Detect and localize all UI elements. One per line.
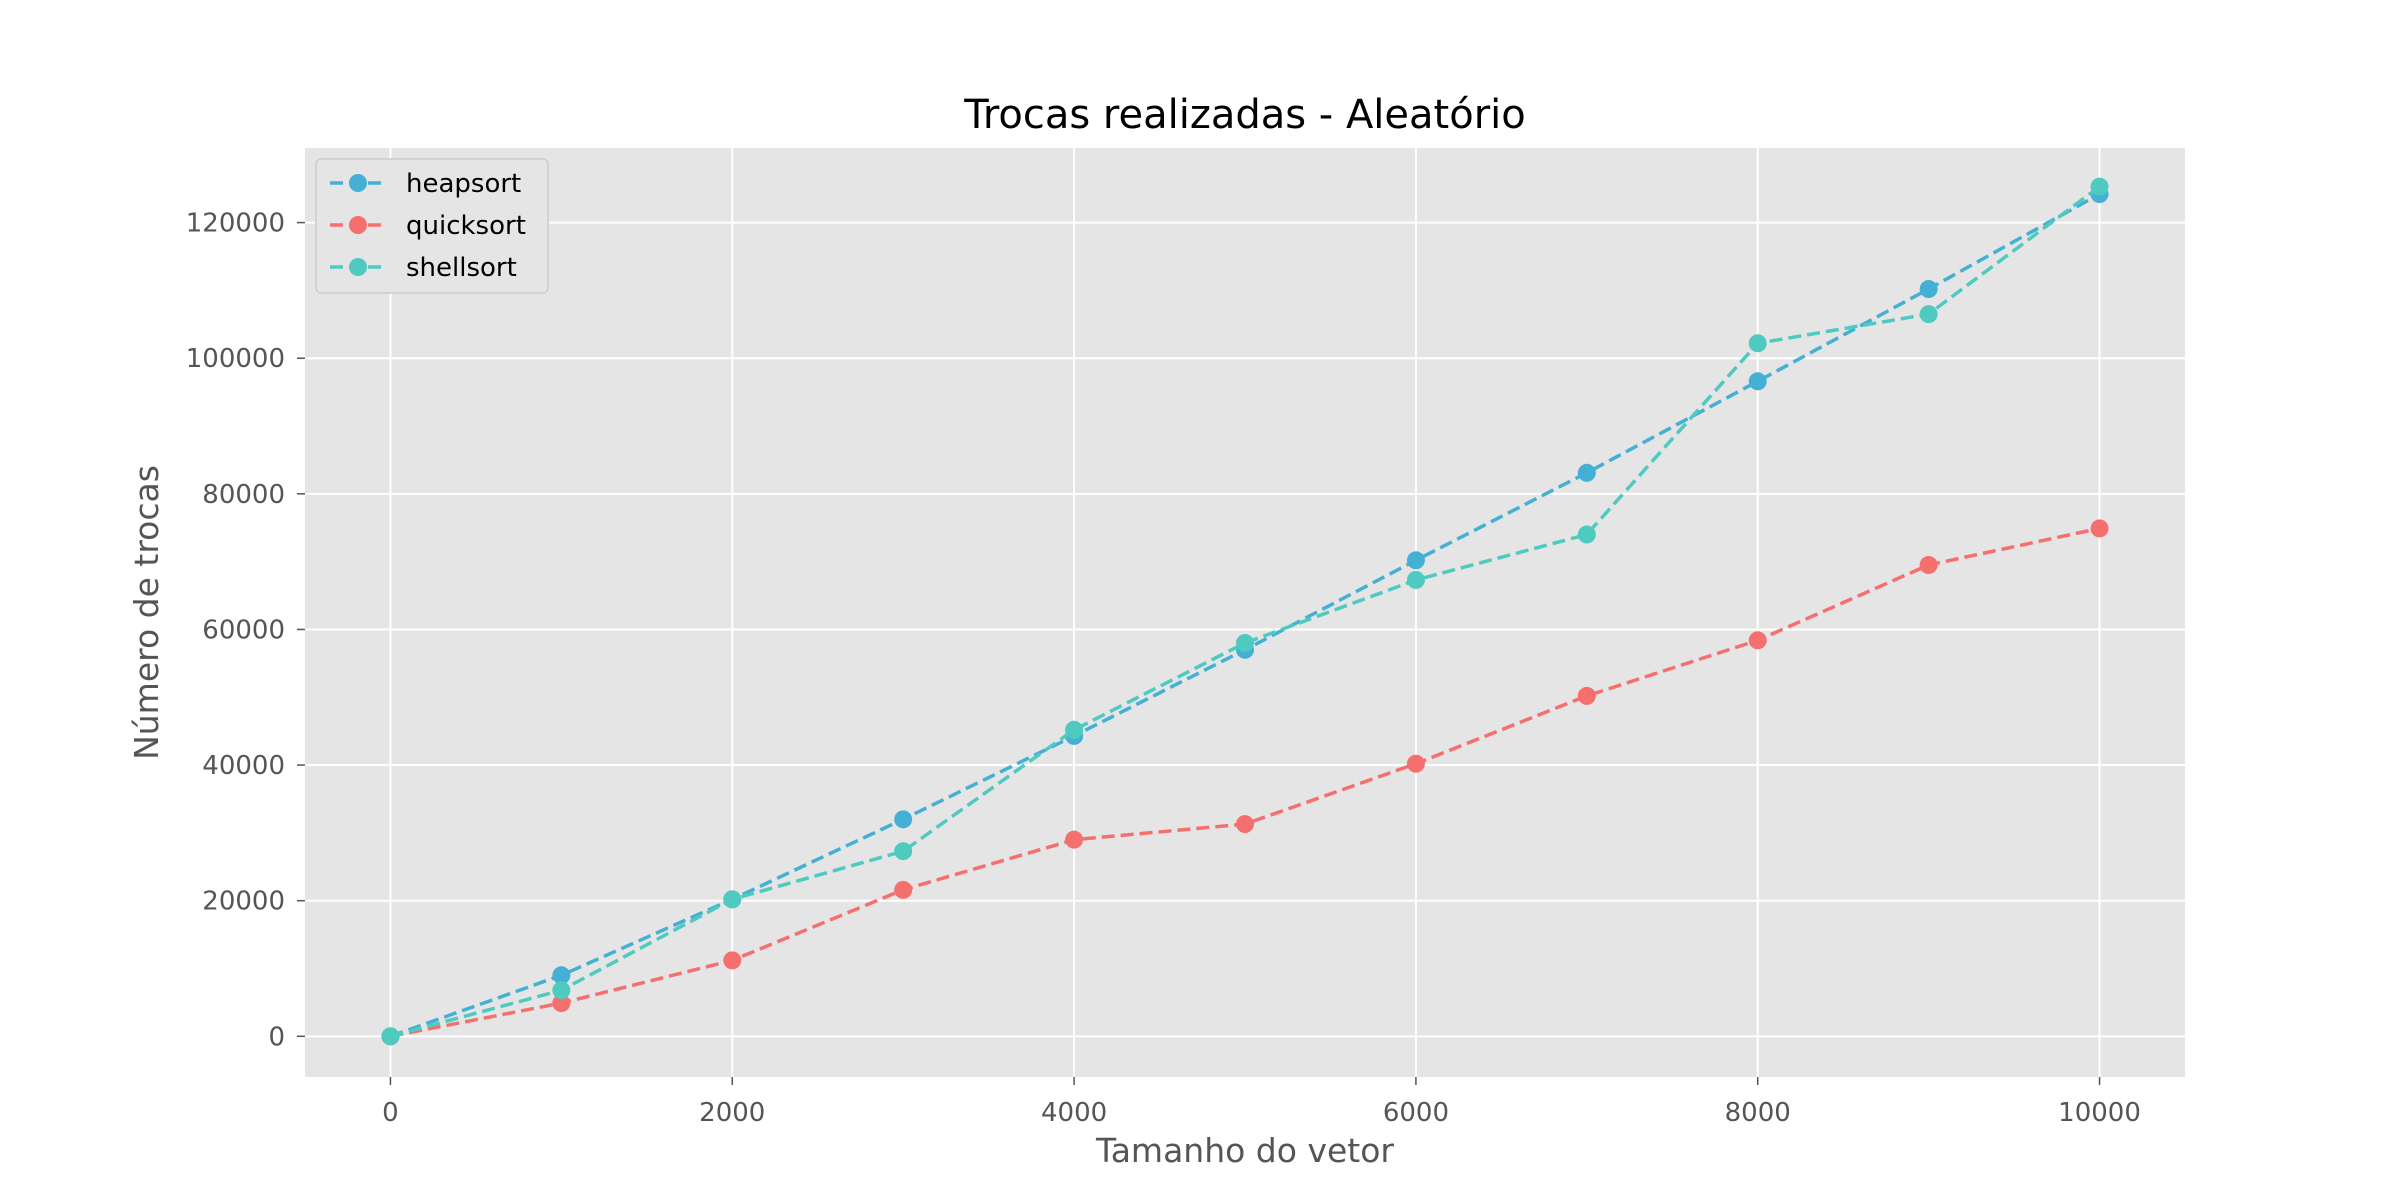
x-axis-label: Tamanho do vetor [1095,1131,1394,1170]
data-point-quicksort [552,994,571,1013]
y-tick-label: 120000 [186,209,285,239]
y-tick-label: 40000 [202,751,285,781]
data-point-shellsort [381,1027,400,1046]
series-line-shellsort [390,185,2101,1038]
data-point-shellsort [1065,720,1084,739]
data-point-shellsort [723,890,742,909]
legend: heapsort quicksort shellsort [315,158,549,294]
data-point-shellsort [1919,305,1938,324]
y-tick-label: 20000 [202,887,285,917]
y-axis-label: Número de trocas [127,465,166,760]
x-tick-label: 2000 [699,1098,765,1128]
y-tick-label: 100000 [186,344,285,374]
legend-label-shellsort: shellsort [406,253,517,283]
data-point-heapsort [552,966,571,985]
data-point-quicksort [1065,830,1084,849]
data-point-heapsort [1406,551,1425,570]
grid [305,148,2185,1077]
data-point-quicksort [894,880,913,899]
data-point-shellsort [2090,177,2109,196]
data-point-heapsort [1748,372,1767,391]
x-tick-label: 8000 [1725,1098,1791,1128]
legend-label-quicksort: quicksort [406,211,526,241]
data-point-heapsort [1919,280,1938,299]
series-quicksort [381,519,2109,1046]
legend-frame [315,158,549,294]
series-shellsort [381,177,2109,1046]
data-point-quicksort [1236,815,1254,834]
data-point-heapsort [894,810,913,829]
chart-title: Trocas realizadas - Aleatório [963,92,1525,138]
x-tick-label: 0 [382,1098,399,1128]
data-point-quicksort [1577,686,1596,705]
y-tick-label: 80000 [202,480,285,510]
data-point-heapsort [1577,463,1596,482]
data-point-quicksort [723,951,742,970]
series-group [381,177,2109,1046]
data-point-shellsort [1406,570,1425,589]
x-tick-label: 10000 [2058,1098,2141,1128]
legend-marker-heapsort [349,174,367,192]
data-point-shellsort [1577,525,1596,544]
plot-area [305,148,2185,1077]
legend-marker-quicksort [349,216,367,234]
data-point-shellsort [1748,334,1767,353]
y-tick-label: 60000 [202,615,285,645]
y-tick-label: 0 [268,1022,285,1052]
data-point-quicksort [2090,519,2109,538]
data-point-shellsort [894,842,913,861]
data-point-shellsort [1236,634,1254,653]
x-tick-label: 6000 [1383,1098,1449,1128]
data-point-quicksort [1919,556,1938,575]
legend-label-heapsort: heapsort [406,169,521,199]
data-point-shellsort [552,981,571,1000]
data-point-quicksort [1406,754,1425,773]
data-point-quicksort [1748,631,1767,650]
x-tick-label: 4000 [1041,1098,1107,1128]
tick-labels: 0 2000 4000 6000 8000 10000020000400006000080… [186,209,2141,1128]
legend-marker-shellsort [349,258,367,276]
